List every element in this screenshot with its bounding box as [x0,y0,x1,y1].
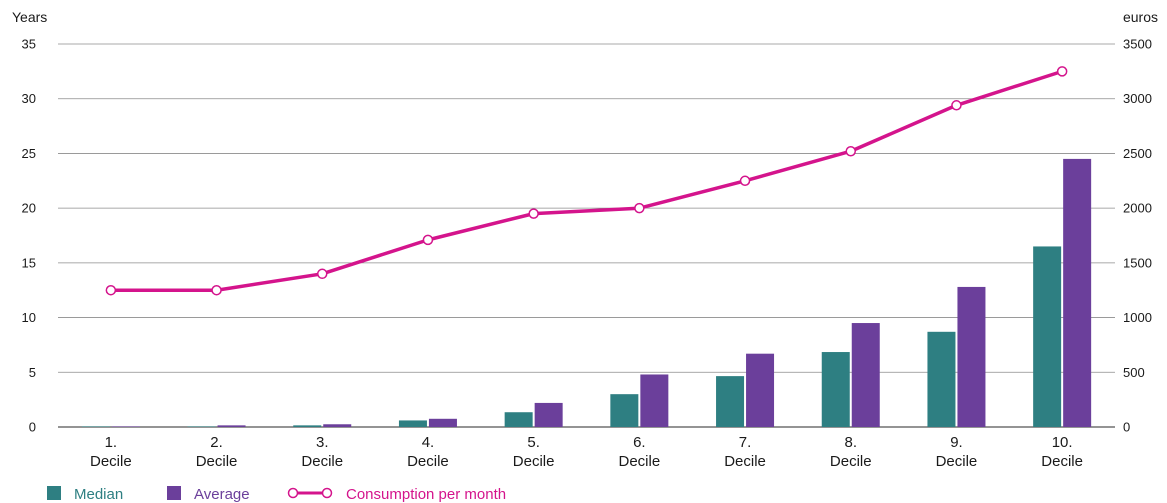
consumption-point [951,100,962,111]
median-bar [1033,246,1062,427]
category-label: 2. Decile [196,434,238,470]
consumption-point [739,175,751,187]
consumption-point [1056,66,1068,77]
consumption-point [422,234,434,246]
legend-line-marker-left [287,487,299,499]
right-tick-label: 1500 [1123,255,1152,270]
left-tick-labels: 0 5 10 15 20 25 30 35 [22,37,36,435]
median-bar [293,425,322,427]
consumption-point [634,202,645,214]
category-label: 8. Decile [830,434,872,470]
legend-average-label: Average [194,486,250,503]
average-bar [217,425,246,427]
consumption-point [211,284,222,296]
category-label: 1. Decile [90,434,132,470]
median-bar [927,331,956,427]
median-bar [81,426,110,427]
category-label: 4. Decile [407,434,449,470]
right-tick-label: 0 [1123,420,1130,435]
right-tick-label: 3000 [1123,91,1152,106]
average-bar [746,353,775,427]
category-labels: 1. Decile 2. Decile 3. Decile 4. Decile 5. Decile… [90,434,1083,470]
right-tick-label: 1000 [1123,310,1152,325]
average-bar [534,402,563,427]
average-bar [1063,158,1092,427]
left-tick-label: 5 [29,365,36,380]
average-bar [111,426,140,427]
left-tick-label: 30 [22,91,36,106]
category-label: 7. Decile [724,434,766,470]
legend-line-marker-right [321,487,333,499]
left-tick-label: 10 [22,310,36,325]
category-label: 10. Decile [1041,434,1083,470]
right-axis-title: euros [1123,9,1158,25]
consumption-line [105,66,1068,296]
left-tick-label: 0 [29,420,36,435]
right-tick-label: 2500 [1123,146,1152,161]
average-bar [851,323,880,427]
consumption-point [528,208,539,219]
legend-average-swatch [167,486,181,500]
average-bar [957,286,986,427]
right-tick-label: 2000 [1123,201,1152,216]
median-bar [187,426,216,427]
median-bar [398,420,427,427]
category-label: 9. Decile [936,434,978,470]
left-axis-title: Years [12,9,47,25]
legend: Median Average Consumption per month [47,486,506,503]
left-tick-label: 20 [22,201,36,216]
legend-line-label: Consumption per month [346,486,506,503]
median-bar [610,394,639,427]
left-tick-label: 25 [22,146,36,161]
legend-median-swatch [47,486,61,500]
consumption-point [105,284,117,296]
bars [81,158,1092,427]
consumption-point [845,145,856,157]
median-bar [504,412,533,427]
average-bar [428,418,457,427]
average-bar [640,374,669,427]
right-tick-label: 3500 [1123,37,1152,52]
category-label: 6. Decile [619,434,661,470]
consumption-point [317,268,328,280]
left-tick-label: 15 [22,255,36,270]
right-tick-labels: 0 500 1000 1500 2000 2500 3000 3500 [1123,37,1152,435]
left-tick-label: 35 [22,37,36,52]
legend-median-label: Median [74,486,123,503]
median-bar [716,376,745,427]
category-label: 3. Decile [301,434,343,470]
average-bar [323,424,352,427]
median-bar [821,352,850,427]
category-label: 5. Decile [513,434,555,470]
right-tick-label: 500 [1123,365,1145,380]
consumption-line-path [110,69,1063,292]
